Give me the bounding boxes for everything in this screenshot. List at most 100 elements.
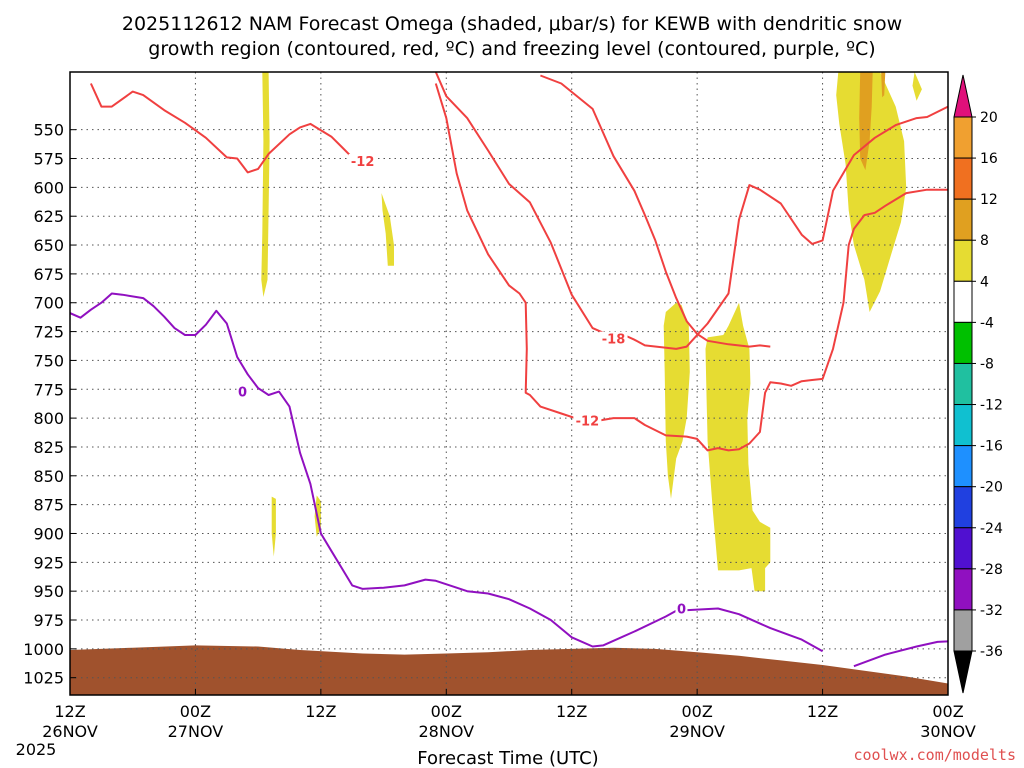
y-tick-label-675: 675 <box>33 265 64 284</box>
x-tick-date-36: 28NOV <box>418 722 474 741</box>
colorbar-band-8 <box>953 445 973 488</box>
colorbar-band-11 <box>953 568 973 611</box>
colorbar-label-11: -28 <box>980 562 1003 578</box>
title-line-1: 2025112612 NAM Forecast Omega (shaded, μ… <box>122 13 902 35</box>
x-axis-label: Forecast Time (UTC) <box>417 748 598 768</box>
colorbar-label-4: 4 <box>980 274 989 290</box>
y-tick-label-875: 875 <box>33 496 64 515</box>
y-tick-label-850: 850 <box>33 467 64 486</box>
y-tick-label-1000: 1000 <box>23 640 64 659</box>
y-tick-label-575: 575 <box>33 150 64 169</box>
x-tick-time-36: 00Z <box>431 702 462 721</box>
contour-label-0: -12 <box>351 155 375 170</box>
contour-label-5: 0 <box>677 603 686 618</box>
contour-label-3: -18 <box>602 333 626 348</box>
y-tick-label-825: 825 <box>33 438 64 457</box>
colorbar: 20 16 12 8 4 -4 -8 -12 -16 -20 -24 -28 -32 -36 <box>953 74 1003 694</box>
x-tick-time-84: 00Z <box>932 702 963 721</box>
y-tick-label-925: 925 <box>33 553 64 572</box>
omega-region-6 <box>836 72 907 312</box>
colorbar-band-5 <box>953 321 973 364</box>
colorbar-label-1: 16 <box>980 151 998 167</box>
y-tick-label-550: 550 <box>33 121 64 140</box>
x-tick-time-72: 12Z <box>807 702 838 721</box>
contour-4 <box>70 292 824 653</box>
y-tick-label-650: 650 <box>33 236 64 255</box>
contour-label-bg-3 <box>599 331 628 346</box>
colorbar-band-3 <box>953 239 973 282</box>
x-tick-time-60: 00Z <box>681 702 712 721</box>
colorbar-label-6: -8 <box>980 356 994 372</box>
contour-label-bg-4 <box>236 384 249 399</box>
colorbar-band-7 <box>953 404 973 447</box>
omega-region-1 <box>381 193 394 266</box>
year-label: 2025 <box>16 740 57 759</box>
contour-2 <box>434 83 948 452</box>
colorbar-band-2 <box>953 198 973 241</box>
omega-region-7 <box>912 72 922 101</box>
y-tick-label-700: 700 <box>33 294 64 313</box>
x-tick-date-84: 30NOV <box>920 722 976 741</box>
colorbar-top-arrow <box>953 74 973 118</box>
colorbar-label-13: -36 <box>980 644 1003 660</box>
title-line-2: growth region (contoured, red, ºC) and f… <box>148 38 875 60</box>
contour-label-4: 0 <box>238 386 247 401</box>
contour-label-bg-0 <box>348 153 377 168</box>
colorbar-band-4 <box>953 280 973 323</box>
terrain-area <box>70 645 948 695</box>
omega-region-9 <box>881 72 886 98</box>
colorbar-label-8: -16 <box>980 439 1003 455</box>
omega-region-5 <box>705 302 771 592</box>
x-tick-date-0: 26NOV <box>42 722 98 741</box>
x-tick-time-24: 12Z <box>305 702 336 721</box>
y-tick-label-950: 950 <box>33 582 64 601</box>
contour-1 <box>434 72 948 350</box>
omega-region-0 <box>261 72 270 297</box>
y-tick-label-900: 900 <box>33 524 64 543</box>
y-tick-label-600: 600 <box>33 178 64 197</box>
contour-label-1: -12 <box>576 415 600 430</box>
y-tick-label-975: 975 <box>33 611 64 630</box>
contour-3 <box>540 74 771 348</box>
colorbar-label-10: -24 <box>980 521 1003 537</box>
y-axis: 550 575 600 625 650 675 700 725 750 775 800 825 850 8… <box>23 121 76 688</box>
y-tick-label-750: 750 <box>33 351 64 370</box>
y-tick-label-800: 800 <box>33 409 64 428</box>
omega-region-4 <box>663 302 690 499</box>
colorbar-band-9 <box>953 486 973 529</box>
colorbar-band-10 <box>953 527 973 570</box>
contour-label-bg-1 <box>573 413 602 428</box>
y-tick-label-725: 725 <box>33 323 64 342</box>
contour-labels: -12 -12 -18 0 0 <box>236 153 688 618</box>
x-tick-time-12: 00Z <box>180 702 211 721</box>
colorbar-label-0: 20 <box>980 110 998 126</box>
x-tick-date-12: 27NOV <box>168 722 224 741</box>
omega-region-2 <box>271 496 276 557</box>
omega-shaded-regions <box>261 72 922 592</box>
colorbar-label-7: -12 <box>980 398 1003 414</box>
colorbar-label-12: -32 <box>980 603 1003 619</box>
grid-lines <box>70 72 948 695</box>
contour-lines <box>70 72 948 668</box>
colorbar-label-9: -20 <box>980 480 1003 496</box>
x-tick-time-0: 12Z <box>54 702 85 721</box>
colorbar-label-3: 8 <box>980 233 989 249</box>
credit-text: coolwx.com/modelts <box>853 746 1016 764</box>
y-tick-label-625: 625 <box>33 207 64 226</box>
colorbar-band-1 <box>953 157 973 200</box>
contour-5 <box>853 640 948 668</box>
terrain-layer <box>70 645 948 695</box>
y-tick-label-775: 775 <box>33 380 64 399</box>
colorbar-band-12 <box>953 609 973 652</box>
y-tick-label-1025: 1025 <box>23 669 64 688</box>
colorbar-band-0 <box>953 116 973 159</box>
x-tick-time-48: 12Z <box>556 702 587 721</box>
plot-frame <box>69 71 949 696</box>
x-tick-date-60: 29NOV <box>669 722 725 741</box>
colorbar-label-2: 12 <box>980 192 998 208</box>
colorbar-label-5: -4 <box>980 315 994 331</box>
colorbar-bottom-arrow <box>953 650 973 694</box>
omega-region-8 <box>859 72 873 171</box>
